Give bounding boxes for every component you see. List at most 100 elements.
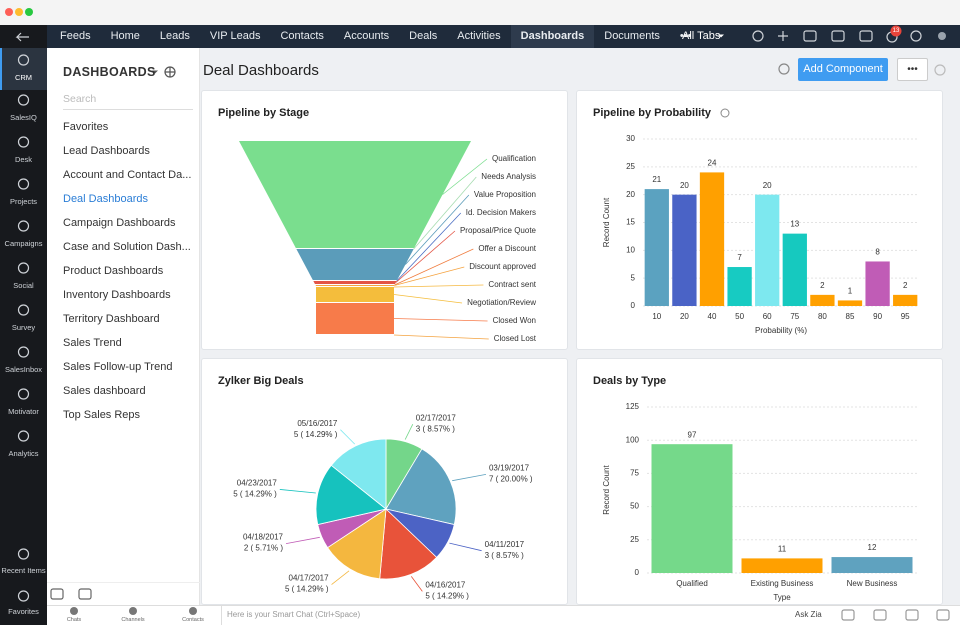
footer-item[interactable]: Channels: [121, 617, 145, 623]
x-tick-label: 10: [652, 312, 661, 321]
rail-item[interactable]: Motivator: [8, 407, 39, 416]
slice-value: 3 ( 8.57% ): [485, 551, 524, 560]
x-tick-label: Existing Business: [751, 579, 814, 588]
more-button[interactable]: [897, 58, 928, 81]
dashboard-link[interactable]: Territory Dashboard: [63, 313, 160, 325]
stage-label: Offer a Discount: [478, 244, 536, 253]
search-input[interactable]: Search: [63, 93, 97, 105]
dashboard-link[interactable]: Sales Trend: [63, 337, 122, 349]
nav-item[interactable]: •••: [679, 30, 692, 42]
x-tick-label: 20: [680, 312, 689, 321]
dashboard-link[interactable]: Sales Follow-up Trend: [63, 361, 173, 373]
nav-items: Feeds Home Leads VIP Leads Contacts Accounts D…: [50, 25, 701, 48]
stage-label: Closed Won: [493, 316, 536, 325]
dashboard-link[interactable]: Favorites: [63, 121, 109, 133]
chart-panel: Deals by Type 0 25 50 75 100 125 97 Qualified 11 E…: [576, 358, 943, 605]
y-tick-label: 100: [626, 435, 640, 444]
smart-chat[interactable]: Here is your Smart Chat (Ctrl+Space): [227, 610, 361, 619]
rail-item[interactable]: Favorites: [8, 607, 39, 616]
stage-label: Contract sent: [488, 280, 536, 289]
rail-item[interactable]: Projects: [9, 197, 38, 206]
rail-item[interactable]: Recent Items: [1, 566, 46, 575]
x-tick-label: 60: [763, 312, 772, 321]
chart: Deals by Type 0 25 50 75 100 125 97 Qualified 11 E…: [593, 375, 917, 602]
funnel-segment: [316, 303, 394, 334]
rail-item[interactable]: Analytics: [8, 449, 39, 458]
y-tick-label: 20: [626, 190, 635, 199]
all-tabs[interactable]: All Tabs: [682, 30, 721, 42]
leader-line: [394, 248, 474, 286]
rail-item[interactable]: CRM: [14, 73, 33, 82]
chart-panel: Pipeline by Stage Qualification Needs Anal…: [201, 90, 568, 350]
rail-item[interactable]: Campaigns: [4, 239, 43, 248]
rail-item[interactable]: Survey: [11, 323, 36, 332]
dashboard-link[interactable]: Sales dashboard: [63, 385, 146, 397]
nav-item[interactable]: Leads: [159, 30, 190, 42]
leader-line: [410, 576, 423, 592]
nav-item[interactable]: Home: [110, 30, 140, 42]
rail-item[interactable]: Social: [13, 281, 34, 290]
nav-item[interactable]: Contacts: [280, 30, 324, 42]
x-tick-label: Qualified: [676, 579, 708, 588]
nav-item[interactable]: Deals: [409, 30, 438, 42]
stage-label: Id. Decision Makers: [466, 208, 536, 217]
footer: [47, 605, 960, 625]
slice-label: 04/23/2017: [237, 479, 278, 488]
value-label: 20: [680, 181, 689, 190]
nav-item[interactable]: Dashboards: [510, 25, 595, 48]
more-label[interactable]: •••: [907, 64, 918, 75]
rail-item[interactable]: SalesInbox: [4, 365, 43, 374]
nav-item[interactable]: Accounts: [343, 30, 390, 42]
value-label: 13: [790, 220, 799, 229]
nav-item[interactable]: VIP Leads: [209, 30, 261, 42]
sidebar-title: DASHBOARDS: [63, 65, 156, 79]
button-label[interactable]: Add Component: [803, 63, 883, 75]
slice-value: 2 ( 5.71% ): [244, 544, 283, 553]
sidebar: [47, 48, 200, 605]
nav-item[interactable]: Feeds: [60, 30, 91, 42]
leader-line: [405, 194, 470, 265]
y-tick-label: 50: [630, 502, 639, 511]
value-label: 21: [652, 175, 661, 184]
value-label: 97: [688, 430, 697, 439]
ask-zia[interactable]: Ask Zia: [795, 610, 822, 619]
slice-label: 02/17/2017: [416, 413, 457, 422]
chart-title: Deals by Type: [593, 375, 666, 387]
y-tick-label: 10: [626, 245, 635, 254]
add-component-button[interactable]: [798, 58, 888, 81]
chart-panel: Pipeline by Probability 0 5 10 15 20 25 30 21 10 2…: [576, 90, 943, 350]
dashboard-link[interactable]: Campaign Dashboards: [63, 217, 176, 229]
y-tick-label: 25: [630, 535, 639, 544]
funnel-segment: [296, 249, 414, 280]
leader-line: [394, 266, 465, 286]
dashboard-link[interactable]: Inventory Dashboards: [63, 289, 171, 301]
x-tick-label: 95: [901, 312, 910, 321]
dashboard-link[interactable]: Deal Dashboards: [63, 193, 148, 205]
x-tick-label: 80: [818, 312, 827, 321]
nav-item[interactable]: Activities: [457, 30, 501, 42]
rail-item[interactable]: SalesIQ: [10, 113, 37, 122]
footer-divider: [221, 606, 222, 625]
x-tick-label: 50: [735, 312, 744, 321]
dashboard-link[interactable]: Account and Contact Da...: [63, 169, 192, 181]
slice-value: 3 ( 8.57% ): [416, 424, 455, 433]
dashboard-link[interactable]: Top Sales Reps: [63, 409, 141, 421]
chart: Zylker Big Deals 02/17/2017 3 ( 8.57% ) 03/…: [218, 375, 533, 601]
dashboard-link[interactable]: Product Dashboards: [63, 265, 164, 277]
stage-label: Qualification: [492, 154, 536, 163]
footer-item[interactable]: Contacts: [182, 617, 204, 623]
dashboard-link[interactable]: Case and Solution Dash...: [63, 241, 191, 253]
dashboard-link[interactable]: Lead Dashboards: [63, 145, 150, 157]
nav-item[interactable]: Documents: [604, 30, 660, 42]
bar: [865, 261, 890, 306]
rail-item[interactable]: Desk: [14, 155, 33, 164]
stage-label: Needs Analysis: [481, 172, 536, 181]
value-label: 7: [737, 253, 742, 262]
footer-item[interactable]: Chats: [66, 617, 82, 623]
bar: [699, 172, 725, 306]
sidebar-bottom-line: [47, 582, 200, 583]
leader-line: [404, 423, 414, 440]
refresh-icon: [720, 108, 730, 118]
leader-line: [279, 489, 316, 494]
y-tick-label: 30: [626, 134, 635, 143]
